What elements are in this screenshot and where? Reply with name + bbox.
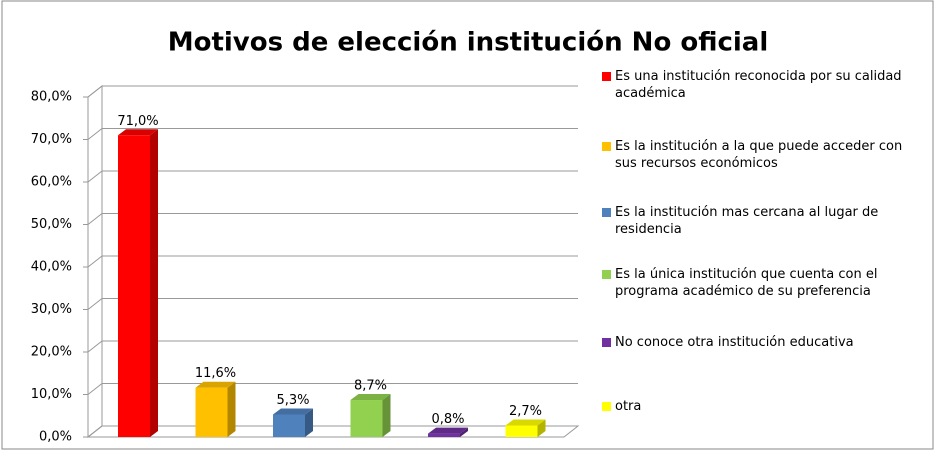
y-tick-label: 50,0% (31, 217, 72, 232)
grid-line (87, 425, 578, 438)
legend-swatch (602, 338, 611, 347)
y-tick-label: 20,0% (31, 345, 72, 360)
data-label: 71,0% (117, 114, 158, 129)
bar-top (273, 408, 313, 415)
legend-item: otra (600, 398, 915, 415)
bar-front (273, 414, 305, 437)
bar (118, 129, 158, 437)
grid-line (87, 85, 578, 98)
bar-top (195, 381, 236, 388)
bar-front (428, 433, 460, 437)
grid-line (87, 170, 578, 183)
y-tick-label: 70,0% (31, 132, 72, 147)
bar-side (460, 427, 468, 437)
grid-line (87, 298, 578, 310)
grid-line (87, 213, 578, 225)
y-tick-label: 10,0% (31, 387, 72, 402)
legend-item: Es la institución mas cercana al lugar d… (600, 204, 915, 238)
bar (428, 427, 468, 437)
grid-line (87, 128, 578, 140)
legend-item: Es una institución reconocida por su cal… (600, 68, 915, 102)
legend-label: Es la única institución que cuenta con e… (615, 267, 878, 299)
legend-label: No conoce otra institución educativa (615, 335, 854, 350)
grid-line (87, 340, 578, 353)
bar-side (382, 394, 391, 437)
bar (505, 419, 546, 437)
legend-label: otra (615, 399, 642, 414)
bar-side (227, 381, 236, 437)
bar-top (505, 419, 546, 426)
legend-item: Es la institución a la que puede acceder… (600, 138, 915, 172)
bar-top (350, 394, 391, 401)
y-tick-label: 40,0% (31, 260, 72, 275)
legend-label: Es una institución reconocida por su cal… (615, 69, 902, 101)
y-tick-label: 30,0% (31, 302, 72, 317)
data-label: 5,3% (276, 393, 309, 408)
legend-label: Es la institución mas cercana al lugar d… (615, 205, 879, 237)
legend-swatch (602, 208, 611, 217)
grid-line (87, 383, 578, 395)
bar-side (305, 408, 313, 437)
legend-swatch (602, 72, 611, 81)
bar-front (195, 387, 228, 437)
bar-front (350, 400, 383, 437)
data-label: 8,7% (354, 379, 387, 394)
legend-swatch (602, 402, 611, 411)
floor (86, 425, 580, 438)
bar (273, 408, 313, 437)
y-tick-label: 0,0% (39, 430, 72, 445)
legend-swatch (602, 142, 611, 151)
bar (350, 394, 391, 437)
legend-item: No conoce otra institución educativa (600, 334, 915, 351)
data-label: 0,8% (431, 412, 464, 427)
bar-top (428, 427, 468, 434)
chart-title: Motivos de elección institución No ofici… (168, 28, 769, 58)
data-label: 2,7% (509, 404, 542, 419)
legend-swatch (602, 270, 611, 279)
bar-side (150, 129, 158, 437)
y-tick-label: 60,0% (31, 175, 72, 190)
bar-top (118, 129, 158, 136)
y-tick-label: 80,0% (31, 90, 72, 105)
legend-item: Es la única institución que cuenta con e… (600, 266, 915, 300)
bar (195, 381, 236, 437)
data-label: 11,6% (195, 366, 236, 381)
grid-line (87, 255, 578, 268)
bar-front (505, 425, 538, 437)
bar-front (118, 135, 150, 437)
bar-side (537, 419, 546, 437)
legend-label: Es la institución a la que puede acceder… (615, 139, 903, 171)
